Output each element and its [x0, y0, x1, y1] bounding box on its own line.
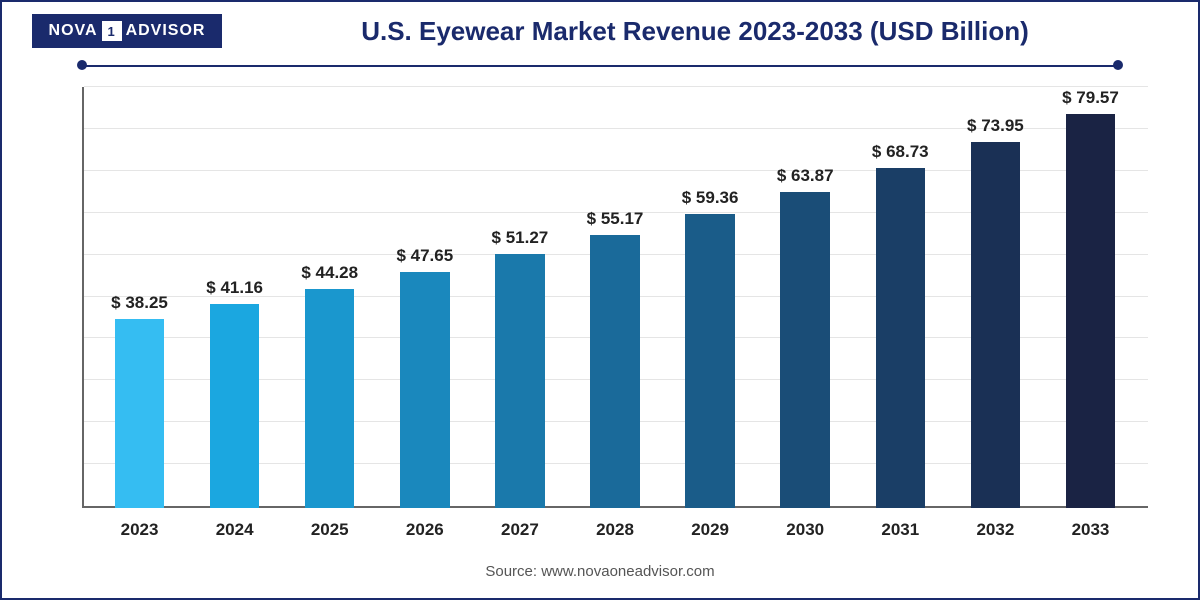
bar-group: $ 44.28: [282, 87, 377, 508]
bar: [400, 272, 449, 508]
bar-group: $ 51.27: [472, 87, 567, 508]
bar: [495, 254, 544, 508]
chart-area: $ 38.25 $ 41.16 $ 44.28 $ 47.65 $ 51.27 $ 55.…: [82, 87, 1148, 508]
bar-value-label: $ 44.28: [301, 263, 358, 283]
bar-value-label: $ 51.27: [492, 228, 549, 248]
logo-text-right: ADVISOR: [126, 22, 206, 40]
x-axis-label: 2033: [1043, 520, 1138, 540]
bar: [971, 142, 1020, 508]
bar-value-label: $ 38.25: [111, 293, 168, 313]
x-axis-labels: 2023202420252026202720282029203020312032…: [82, 520, 1148, 540]
divider-line: [82, 65, 1118, 67]
bar-value-label: $ 73.95: [967, 116, 1024, 136]
header: NOVA 1 ADVISOR U.S. Eyewear Market Reven…: [2, 2, 1198, 54]
x-axis-label: 2026: [377, 520, 472, 540]
bar: [780, 192, 829, 508]
x-axis-label: 2031: [853, 520, 948, 540]
x-axis-label: 2023: [92, 520, 187, 540]
bar-group: $ 41.16: [187, 87, 282, 508]
bar-value-label: $ 55.17: [587, 209, 644, 229]
x-axis-label: 2032: [948, 520, 1043, 540]
bar-value-label: $ 68.73: [872, 142, 929, 162]
bar-group: $ 55.17: [567, 87, 662, 508]
bar-group: $ 79.57: [1043, 87, 1138, 508]
chart-frame: NOVA 1 ADVISOR U.S. Eyewear Market Reven…: [0, 0, 1200, 600]
source-text: Source: www.novaoneadvisor.com: [2, 563, 1198, 580]
x-axis-label: 2029: [663, 520, 758, 540]
divider-dot-right: [1113, 60, 1123, 70]
x-axis-label: 2024: [187, 520, 282, 540]
x-axis-label: 2025: [282, 520, 377, 540]
brand-logo: NOVA 1 ADVISOR: [32, 14, 222, 48]
bar-group: $ 59.36: [663, 87, 758, 508]
bar-value-label: $ 63.87: [777, 166, 834, 186]
bar: [115, 319, 164, 508]
bar-value-label: $ 79.57: [1062, 88, 1119, 108]
logo-badge: 1: [102, 21, 122, 41]
bar: [876, 168, 925, 508]
x-axis-label: 2030: [758, 520, 853, 540]
bar: [1066, 114, 1115, 508]
x-axis-label: 2028: [567, 520, 662, 540]
title-divider: [82, 58, 1118, 74]
bar: [305, 289, 354, 508]
chart-title: U.S. Eyewear Market Revenue 2023-2033 (U…: [222, 16, 1168, 47]
bar: [210, 304, 259, 508]
bar: [685, 214, 734, 508]
divider-dot-left: [77, 60, 87, 70]
bar-group: $ 73.95: [948, 87, 1043, 508]
bar-value-label: $ 41.16: [206, 278, 263, 298]
bar-group: $ 47.65: [377, 87, 472, 508]
bar-group: $ 63.87: [758, 87, 853, 508]
bar-value-label: $ 47.65: [396, 246, 453, 266]
bar-group: $ 38.25: [92, 87, 187, 508]
bar-value-label: $ 59.36: [682, 188, 739, 208]
x-axis-label: 2027: [472, 520, 567, 540]
bars-container: $ 38.25 $ 41.16 $ 44.28 $ 47.65 $ 51.27 $ 55.…: [82, 87, 1148, 508]
bar: [590, 235, 639, 508]
bar-group: $ 68.73: [853, 87, 948, 508]
logo-text-left: NOVA: [49, 22, 98, 40]
